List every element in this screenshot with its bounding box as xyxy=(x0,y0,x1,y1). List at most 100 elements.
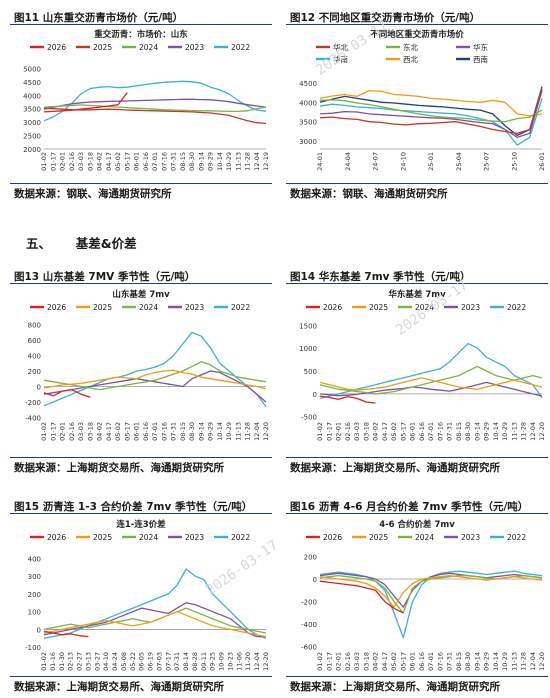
x-tick-label: 12-04 xyxy=(253,652,261,671)
x-tick-label: 02-01 xyxy=(335,652,343,671)
x-tick-label: 03-03 xyxy=(77,422,85,441)
x-tick-label: 24-07 xyxy=(372,152,380,171)
x-tick-label: 05-02 xyxy=(114,422,122,441)
source-rule xyxy=(286,183,548,184)
series-line-西南 xyxy=(319,86,543,137)
x-tick-label: 04-17 xyxy=(105,152,113,171)
x-tick-label: 04-02 xyxy=(372,422,380,441)
y-tick-label: 0 xyxy=(313,576,317,584)
series-line-2025 xyxy=(43,107,267,125)
series-line-2022 xyxy=(319,342,543,400)
data-source: 数据来源：钢联、海通期货研究所 xyxy=(290,188,448,200)
series-line-2022 xyxy=(43,331,267,407)
x-tick-label: 05-08 xyxy=(120,652,128,671)
x-tick-label: 11-13 xyxy=(234,152,242,171)
x-tick-label: 09-11 xyxy=(200,652,208,671)
x-tick-label: 09-25 xyxy=(209,652,217,671)
x-tick-label: 11-28 xyxy=(520,652,528,671)
series-line-2022 xyxy=(43,568,267,639)
y-tick-label: -400 xyxy=(301,621,317,629)
source-rule xyxy=(286,676,548,677)
x-tick-label: 01-30 xyxy=(58,652,66,671)
series-line-2023 xyxy=(319,381,543,397)
x-tick-label: 24-10 xyxy=(399,152,407,171)
legend-label: 2022 xyxy=(231,303,250,312)
series-line-2026 xyxy=(43,92,128,113)
series-line-2023 xyxy=(43,98,267,110)
y-tick-label: -200 xyxy=(25,399,41,407)
x-tick-label: 05-02 xyxy=(390,422,398,441)
legend-label: 华东 xyxy=(473,42,488,52)
chart-title: 4-6 合约价差 7mv xyxy=(379,519,455,530)
legend-label: 华南 xyxy=(333,54,348,64)
x-tick-label: 07-31 xyxy=(173,652,181,671)
x-tick-label: 02-16 xyxy=(68,422,76,441)
x-tick-label: 10-23 xyxy=(226,652,234,671)
x-tick-label: 05-02 xyxy=(114,152,122,171)
y-tick-label: 4000 xyxy=(299,99,317,107)
x-tick-label: 11-13 xyxy=(234,422,242,441)
legend-label: 东北 xyxy=(403,42,418,52)
x-tick-label: 08-15 xyxy=(455,652,463,671)
legend-label: 2025 xyxy=(93,303,112,312)
series-line-2024 xyxy=(319,365,543,395)
x-tick-label: 02-01 xyxy=(335,422,343,441)
x-tick-label: 25-04 xyxy=(455,152,463,171)
x-tick-label: 09-14 xyxy=(473,422,481,441)
legend-label: 2024 xyxy=(139,533,158,542)
legend-label: 2026 xyxy=(47,533,66,542)
figure-caption: 图12 不同地区重交沥青市场价（元/吨） xyxy=(290,12,481,24)
y-tick-label: -500 xyxy=(301,414,317,422)
series-line-2024 xyxy=(43,104,267,113)
x-tick-label: 02-27 xyxy=(76,652,84,671)
caption-rule xyxy=(10,283,272,284)
y-tick-label: 4500 xyxy=(23,79,41,87)
series-line-东北 xyxy=(319,99,543,123)
x-tick-label: 11-20 xyxy=(244,652,252,671)
series-line-2023 xyxy=(43,370,267,403)
y-tick-label: 200 xyxy=(28,368,41,376)
x-tick-label: 10-29 xyxy=(225,152,233,171)
x-tick-label: 10-14 xyxy=(216,422,224,441)
chart-title: 连1-连3价差 xyxy=(116,519,166,530)
y-tick-label: 1500 xyxy=(299,322,317,330)
y-tick-label: 500 xyxy=(304,368,317,376)
x-tick-label: 03-18 xyxy=(86,152,94,171)
legend-label: 2024 xyxy=(415,303,434,312)
x-tick-label: 09-29 xyxy=(207,422,215,441)
x-tick-label: 02-16 xyxy=(344,652,352,671)
x-tick-label: 07-16 xyxy=(436,422,444,441)
x-tick-label: 06-01 xyxy=(133,422,141,441)
chart-title: 山东基差 7mv xyxy=(112,289,170,300)
x-tick-label: 12-20 xyxy=(538,422,546,441)
x-tick-label: 01-17 xyxy=(49,152,57,171)
legend-label: 2025 xyxy=(369,303,388,312)
x-tick-label: 03-03 xyxy=(353,652,361,671)
x-tick-label: 12-20 xyxy=(262,422,270,441)
y-tick-label: 3500 xyxy=(299,119,317,127)
x-tick-label: 09-14 xyxy=(197,422,205,441)
series-line-西北 xyxy=(319,89,543,117)
x-tick-label: 08-14 xyxy=(182,652,190,671)
x-tick-label: 01-17 xyxy=(325,652,333,671)
data-source: 数据来源：上海期货交易所、海通期货研究所 xyxy=(290,462,500,474)
x-tick-label: 11-28 xyxy=(244,152,252,171)
x-tick-label: 07-01 xyxy=(151,152,159,171)
x-tick-label: 04-24 xyxy=(111,652,119,671)
x-tick-label: 12-04 xyxy=(253,152,261,171)
series-line-2022 xyxy=(43,80,267,122)
x-tick-label: 05-17 xyxy=(123,422,131,441)
x-tick-label: 10-29 xyxy=(501,422,509,441)
x-tick-label: 25-07 xyxy=(483,152,491,171)
data-source: 数据来源：上海期货交易所、海通期货研究所 xyxy=(14,681,224,693)
x-tick-label: 02-01 xyxy=(59,422,67,441)
chart-fig11: 重交沥青：市场价：山东 2026 2025 2024 2023 2022 2000 2500 3… xyxy=(23,29,270,171)
x-tick-label: 03-03 xyxy=(77,152,85,171)
x-tick-label: 07-16 xyxy=(160,152,168,171)
x-tick-label: 10-29 xyxy=(501,652,509,671)
chart-title: 重交沥青：市场价：山东 xyxy=(94,29,188,40)
x-tick-label: 06-01 xyxy=(133,152,141,171)
series-line-2026 xyxy=(43,388,91,398)
x-tick-label: 03-18 xyxy=(362,652,370,671)
x-tick-label: 07-03 xyxy=(155,652,163,671)
